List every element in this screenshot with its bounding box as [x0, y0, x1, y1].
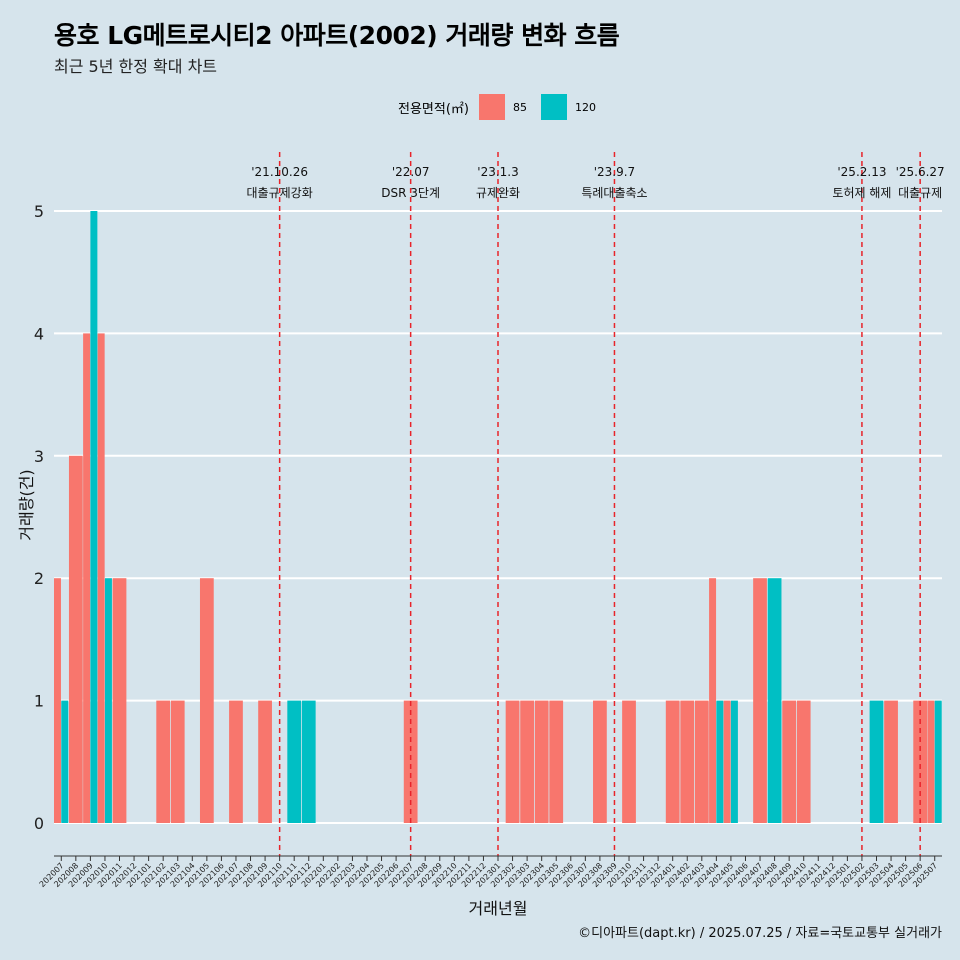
y-tick-label: 1	[34, 692, 44, 711]
bar-85	[796, 700, 811, 823]
bar-85	[229, 700, 243, 823]
event-date: '22.07	[392, 165, 430, 179]
y-tick-label: 5	[34, 202, 44, 221]
y-axis-title: 거래량(건)	[17, 469, 36, 540]
bar-85	[520, 700, 534, 823]
y-tick-label: 2	[34, 569, 44, 588]
event-label: 토허제 해제	[832, 186, 891, 200]
bar-85	[258, 700, 272, 823]
caption: ©디아파트(dapt.kr) / 2025.07.25 / 자료=국토교통부 실…	[578, 926, 942, 941]
event-label: 특례대출축소	[581, 186, 647, 200]
bar-85	[680, 700, 695, 823]
bar-120	[869, 700, 884, 823]
chart-title: 용호 LG메트로시티2 아파트(2002) 거래량 변화 흐름	[54, 21, 620, 50]
event-label: DSR 3단계	[381, 186, 440, 200]
legend-label-85: 85	[512, 100, 527, 114]
event-date: '25.6.27	[896, 165, 945, 179]
legend-label-120: 120	[574, 100, 596, 114]
y-tick-label: 0	[34, 814, 44, 833]
bar-120	[90, 211, 98, 823]
y-tick-label: 3	[34, 447, 44, 466]
bar-85	[534, 700, 549, 823]
event-label: 대출규제	[898, 186, 942, 200]
bar-85	[753, 578, 767, 823]
bar-85	[549, 700, 564, 823]
bar-120	[61, 700, 69, 823]
bar-85	[112, 578, 127, 823]
event-date: '21.10.26	[251, 165, 308, 179]
bar-85	[723, 700, 731, 823]
y-tick-label: 4	[34, 324, 44, 343]
bar-120	[287, 700, 302, 823]
bar-120	[104, 578, 112, 823]
event-date: '23.1.3	[477, 165, 518, 179]
x-axis-title: 거래년월	[469, 899, 528, 918]
bar-85	[593, 700, 607, 823]
bar-85	[665, 700, 680, 823]
bar-120	[716, 700, 724, 823]
chart-subtitle: 최근 5년 한정 확대 차트	[54, 57, 218, 76]
bar-85	[83, 333, 91, 823]
bar-120	[730, 700, 738, 823]
bar-85	[97, 333, 105, 823]
event-label: 규제완화	[476, 186, 520, 200]
bar-85	[913, 700, 928, 823]
bar-85	[68, 455, 83, 823]
bar-120	[301, 700, 316, 823]
bar-85	[694, 700, 709, 823]
bar-85	[709, 578, 717, 823]
bar-85	[622, 700, 636, 823]
bar-85	[170, 700, 185, 823]
bar-85	[884, 700, 898, 823]
legend-swatch-85	[478, 94, 505, 120]
bar-85	[54, 578, 61, 823]
bar-85	[199, 578, 214, 823]
bar-85	[927, 700, 935, 823]
legend-title: 전용면적(㎡)	[398, 101, 469, 117]
bar-85	[505, 700, 520, 823]
legend-swatch-120	[540, 94, 567, 120]
bar-85	[782, 700, 797, 823]
bar-120	[767, 578, 782, 823]
bar-120	[934, 700, 942, 823]
event-date: '23.9.7	[594, 165, 635, 179]
bar-85	[403, 700, 418, 823]
legend: 전용면적(㎡) 85 120	[398, 94, 610, 120]
event-label: 대출규제강화	[247, 186, 313, 200]
event-date: '25.2.13	[837, 165, 886, 179]
bar-85	[156, 700, 171, 823]
